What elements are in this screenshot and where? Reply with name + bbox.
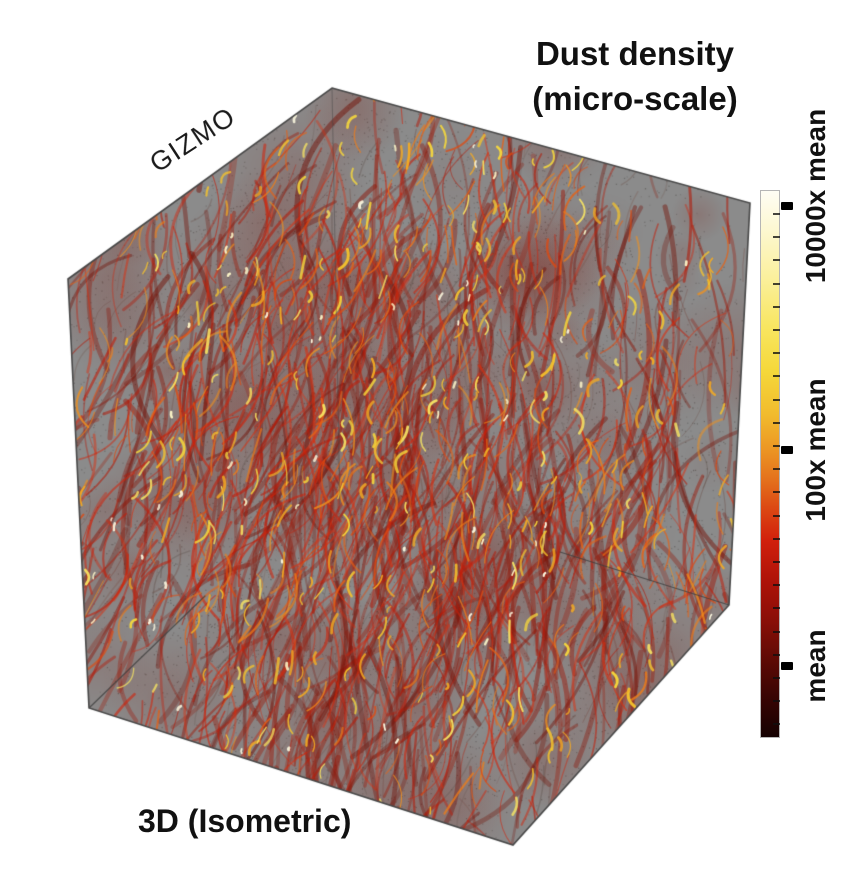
colorbar-minor-tick xyxy=(773,445,780,447)
colorbar-gradient xyxy=(760,190,780,738)
colorbar-minor-tick xyxy=(773,283,780,285)
colorbar-label-mean: mean xyxy=(800,629,831,703)
colorbar-minor-tick xyxy=(773,236,780,238)
colorbar-minor-tick xyxy=(773,352,780,354)
colorbar-minor-tick xyxy=(773,631,780,633)
title-line-1: Dust density xyxy=(535,35,735,72)
colorbar-minor-tick xyxy=(773,654,780,656)
colorbar-label-100x: 100x mean xyxy=(800,378,831,522)
colorbar-minor-tick xyxy=(773,329,780,331)
colorbar-label-10000x: 10000x mean xyxy=(800,108,831,284)
colorbar-minor-tick xyxy=(773,399,780,401)
colorbar-minor-tick xyxy=(773,538,780,540)
colorbar-minor-tick xyxy=(773,491,780,493)
colorbar-minor-tick xyxy=(773,607,780,609)
colorbar-minor-tick xyxy=(773,259,780,261)
colorbar-minor-tick xyxy=(773,584,780,586)
figure-title: Dust density (micro-scale) xyxy=(508,31,762,121)
colorbar-minor-tick xyxy=(773,422,780,424)
colorbar-minor-tick xyxy=(773,723,780,725)
colorbar-minor-tick xyxy=(773,468,780,470)
colorbar-minor-tick xyxy=(773,306,780,308)
colorbar-minor-tick xyxy=(773,700,780,702)
colorbar-major-tick xyxy=(781,202,793,210)
colorbar-major-tick xyxy=(781,446,793,454)
colorbar-minor-tick xyxy=(773,515,780,517)
colorbar-minor-tick xyxy=(773,677,780,679)
colorbar-minor-tick xyxy=(773,561,780,563)
isometric-label: 3D (Isometric) xyxy=(138,803,352,839)
colorbar-major-tick xyxy=(781,662,793,670)
colorbar-minor-tick xyxy=(773,213,780,215)
title-line-2: (micro-scale) xyxy=(532,80,738,117)
colorbar-minor-tick xyxy=(773,375,780,377)
